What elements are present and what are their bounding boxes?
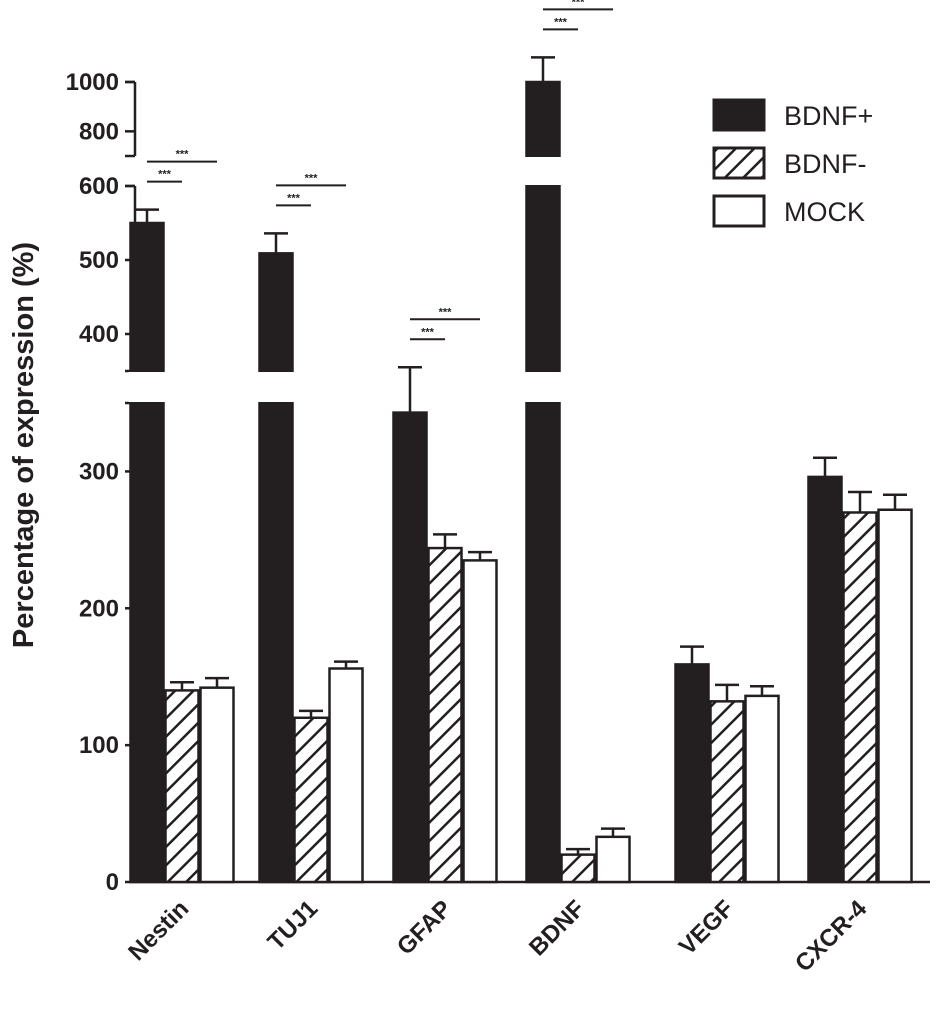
bar-bdnf-minus	[842, 511, 878, 884]
significance-label: ***	[287, 192, 301, 204]
category-labels: Nestin TUJ1 GFAP BDNF VEGF CXCR-4	[123, 895, 872, 978]
y-tick-label: 300	[79, 458, 119, 485]
bar-bdnf-minus	[164, 689, 200, 884]
y-tick-label: 200	[79, 595, 119, 622]
category-label: TUJ1	[263, 895, 324, 956]
axis-break-gap	[524, 157, 562, 185]
y-tick-label: 600	[79, 173, 119, 200]
legend-label: MOCK	[784, 197, 865, 227]
axis-break-gap	[257, 372, 295, 402]
bars	[128, 56, 913, 884]
bar-mock	[328, 667, 364, 884]
significance-label: ***	[176, 149, 190, 161]
bar-bdnf-plus	[807, 475, 843, 884]
significance-label: ***	[421, 326, 435, 338]
significance-label: ***	[439, 306, 453, 318]
significance-label: ***	[158, 169, 172, 181]
axis-break-gap	[524, 372, 562, 402]
bar-bdnf-plus	[129, 221, 165, 884]
y-axis-label: Percentage of expression (%)	[8, 242, 40, 648]
category-label: GFAP	[392, 895, 457, 960]
y-tick-label: 0	[106, 869, 119, 896]
legend-label: BDNF-	[784, 149, 867, 179]
legend-swatch	[712, 98, 766, 132]
legend-swatch	[712, 194, 766, 228]
bar-bdnf-plus	[258, 252, 294, 884]
category-label: CXCR-4	[790, 895, 873, 978]
category-label: VEGF	[674, 895, 739, 960]
y-axis: 0 100 200 300 400 500 600 800 1000	[66, 69, 930, 896]
legend: BDNF+ BDNF- MOCK	[712, 98, 873, 228]
y-tick-label: 400	[79, 321, 119, 348]
category-label: BDNF	[524, 895, 590, 961]
bar-bdnf-minus	[427, 546, 463, 884]
bar-bdnf-plus	[674, 663, 710, 884]
bar-bdnf-minus	[709, 700, 745, 884]
significance-markers: *** *** *** *** *** *** *** ***	[147, 0, 613, 341]
significance-label: ***	[305, 172, 319, 184]
bar-mock	[877, 508, 913, 884]
bar-mock	[595, 835, 631, 884]
bar-mock	[462, 559, 498, 884]
bar-bdnf-minus	[560, 853, 596, 884]
y-tick-label: 800	[79, 118, 119, 145]
category-label: Nestin	[123, 895, 194, 966]
significance-label: ***	[554, 16, 568, 28]
axis-break-gap	[128, 372, 166, 402]
bar-mock	[744, 694, 780, 884]
y-tick-label: 1000	[66, 69, 119, 96]
y-tick-label: 100	[79, 732, 119, 759]
bar-mock	[199, 686, 235, 884]
bar-bdnf-plus	[392, 411, 428, 884]
legend-swatch	[712, 146, 766, 180]
bar-bdnf-minus	[293, 716, 329, 884]
significance-label: ***	[572, 0, 586, 8]
bar-bdnf-plus	[525, 80, 561, 884]
legend-label: BDNF+	[784, 101, 873, 131]
y-tick-label: 500	[79, 247, 119, 274]
